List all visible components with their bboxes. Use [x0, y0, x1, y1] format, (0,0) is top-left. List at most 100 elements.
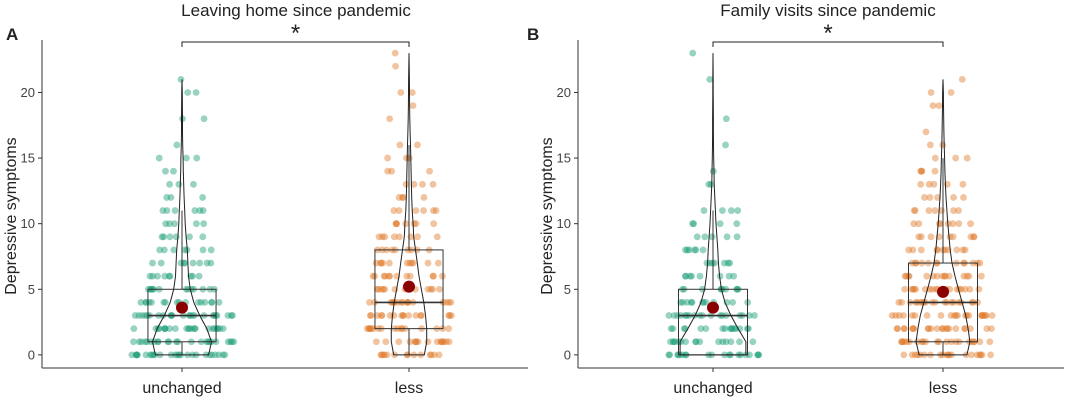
- data-point: [445, 312, 453, 319]
- data-point: [417, 312, 425, 319]
- data-point: [439, 272, 446, 280]
- data-point: [390, 312, 398, 319]
- data-point: [961, 325, 969, 333]
- data-point: [130, 338, 137, 346]
- data-point: [445, 338, 453, 346]
- data-point: [677, 338, 685, 346]
- data-point: [199, 246, 207, 254]
- data-point: [414, 141, 421, 149]
- data-point: [683, 299, 691, 306]
- data-point: [705, 180, 713, 188]
- violin-less: [390, 53, 428, 356]
- data-point: [900, 325, 908, 333]
- data-point: [726, 325, 734, 333]
- data-point: [197, 299, 205, 306]
- data-point: [172, 233, 180, 241]
- data-point: [973, 351, 981, 359]
- data-point: [900, 312, 907, 319]
- data-point: [135, 312, 143, 319]
- data-point: [166, 325, 174, 333]
- data-point: [372, 259, 380, 267]
- box: [374, 249, 444, 330]
- data-point: [412, 207, 420, 214]
- data-point: [219, 351, 227, 359]
- data-point: [191, 207, 199, 214]
- data-point: [406, 259, 414, 267]
- data-point: [685, 246, 693, 254]
- data-point: [148, 351, 156, 359]
- data-point: [666, 351, 674, 359]
- data-point: [191, 325, 199, 333]
- data-point: [393, 220, 400, 228]
- data-point: [199, 233, 207, 241]
- data-point: [429, 272, 437, 280]
- data-point: [690, 220, 698, 228]
- data-point: [160, 246, 168, 254]
- data-point: [411, 338, 419, 346]
- data-point: [192, 89, 200, 96]
- data-point: [215, 299, 223, 306]
- data-point: [682, 338, 690, 346]
- data-point: [154, 272, 161, 280]
- data-point: [378, 312, 386, 319]
- data-point: [208, 299, 216, 306]
- data-point: [395, 233, 403, 241]
- data-point: [435, 285, 443, 293]
- data-point: [665, 351, 673, 359]
- data-point: [183, 325, 191, 333]
- data-point: [751, 312, 758, 319]
- data-point: [438, 338, 446, 346]
- data-point: [146, 351, 154, 359]
- data-point: [674, 312, 681, 319]
- data-point: [924, 325, 932, 333]
- data-point: [900, 325, 908, 333]
- data-point: [888, 312, 896, 319]
- data-point: [447, 312, 455, 319]
- data-point: [420, 207, 427, 214]
- data-point: [980, 312, 987, 319]
- data-point: [922, 128, 930, 136]
- data-point: [420, 194, 428, 201]
- data-point: [379, 233, 386, 241]
- data-point: [682, 272, 689, 280]
- data-point: [925, 180, 933, 188]
- data-point: [185, 325, 193, 333]
- data-point: [430, 220, 438, 228]
- chart-title: Family visits since pandemic: [720, 1, 936, 20]
- data-point: [692, 246, 700, 254]
- data-point: [908, 351, 916, 359]
- data-point: [927, 233, 935, 241]
- data-point: [392, 62, 399, 70]
- data-point: [447, 299, 455, 306]
- y-tick-label: 10: [557, 216, 571, 231]
- data-point: [955, 220, 963, 228]
- data-point: [970, 233, 978, 241]
- data-point: [412, 220, 420, 228]
- data-point: [369, 272, 377, 280]
- data-point: [429, 272, 437, 280]
- data-point: [395, 338, 403, 346]
- data-point: [128, 351, 136, 359]
- data-point: [215, 351, 223, 359]
- data-point: [392, 220, 400, 228]
- data-point: [899, 338, 906, 346]
- data-point: [934, 194, 941, 201]
- data-point: [901, 272, 909, 280]
- data-point: [138, 338, 145, 346]
- data-point: [381, 351, 388, 359]
- data-point: [963, 272, 971, 280]
- data-point: [399, 312, 407, 319]
- data-point: [398, 312, 406, 319]
- data-point: [391, 49, 399, 57]
- data-point: [390, 207, 398, 214]
- data-point: [709, 167, 717, 175]
- chart-title: Leaving home since pandemic: [181, 1, 411, 20]
- data-point: [158, 233, 166, 241]
- data-point: [189, 259, 197, 267]
- data-point: [708, 259, 716, 267]
- data-point: [166, 272, 174, 280]
- data-point: [162, 167, 169, 175]
- data-point: [682, 272, 690, 280]
- data-point: [976, 351, 984, 359]
- data-point: [381, 285, 389, 293]
